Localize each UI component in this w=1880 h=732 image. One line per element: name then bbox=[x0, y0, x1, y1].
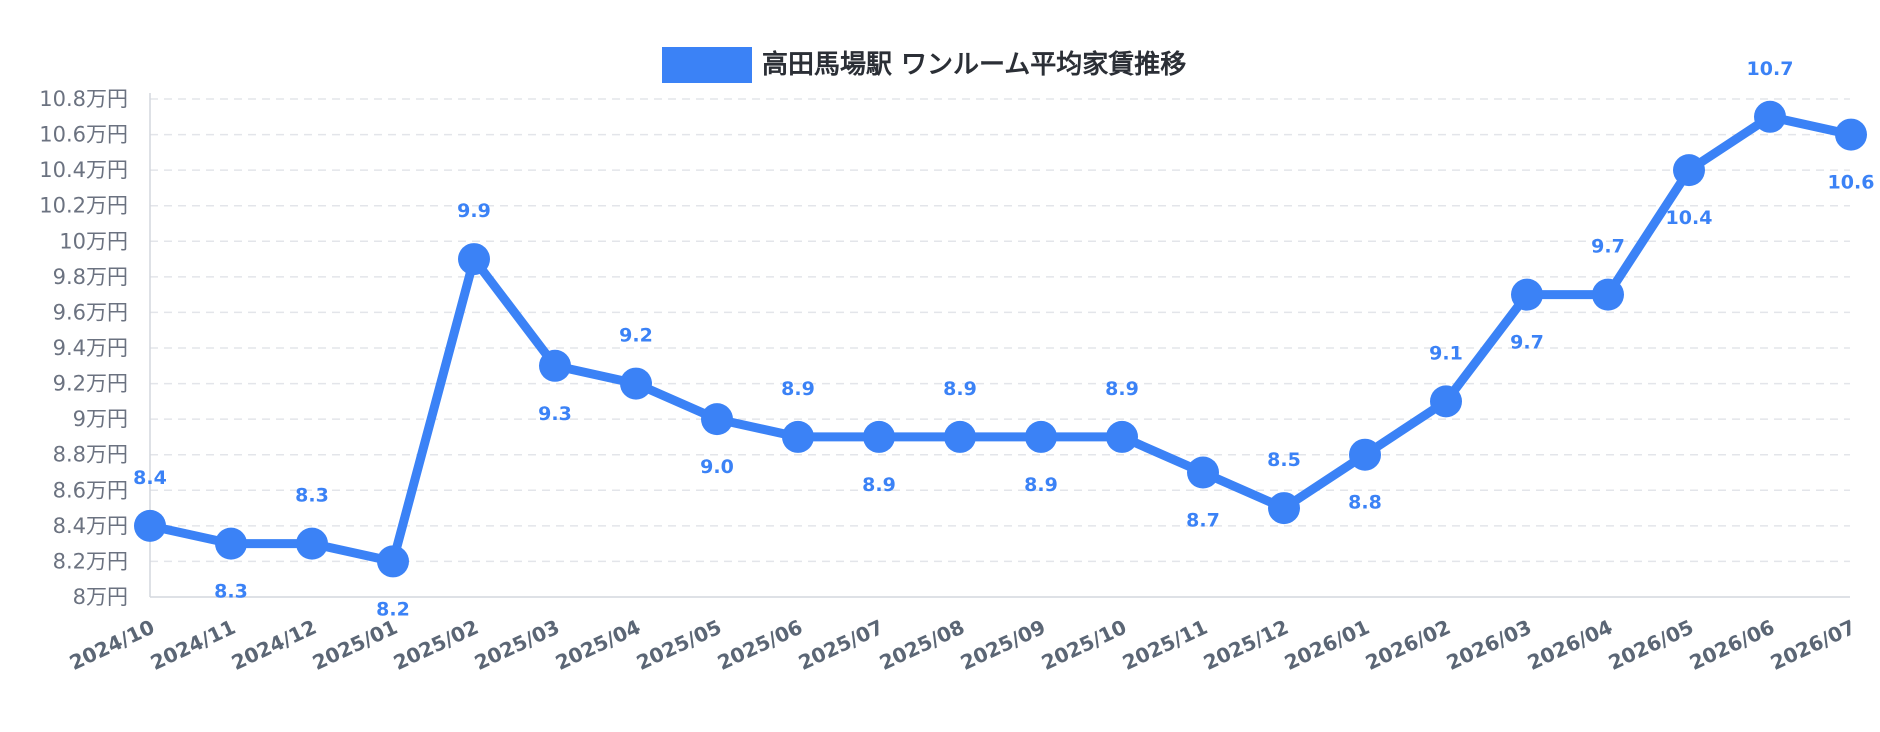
x-tick-label: 2025/01 bbox=[309, 615, 401, 675]
data-point[interactable] bbox=[377, 545, 409, 578]
data-point[interactable] bbox=[1187, 456, 1219, 489]
x-tick-label: 2025/08 bbox=[876, 615, 968, 675]
series-line-group bbox=[145, 112, 1856, 566]
legend[interactable]: 高田馬場駅 ワンルーム平均家賃推移 bbox=[662, 47, 1186, 83]
data-point[interactable] bbox=[620, 367, 652, 400]
data-label: 8.5 bbox=[1267, 449, 1301, 471]
data-point[interactable] bbox=[1025, 420, 1057, 453]
data-labels: 8.4 8.3 8.3 8.2 9.9 9.3 9.2 9.0 8.9 8.9 8.9 8.9 8.9 8… bbox=[133, 58, 1874, 621]
y-tick-label: 9.6万円 bbox=[53, 300, 128, 324]
data-point[interactable] bbox=[1511, 278, 1543, 311]
y-tick-label: 9万円 bbox=[73, 407, 128, 431]
data-label: 10.6 bbox=[1828, 172, 1875, 194]
x-tick-label: 2025/02 bbox=[390, 615, 482, 675]
y-tick-label: 10.8万円 bbox=[39, 87, 128, 111]
data-point[interactable] bbox=[1268, 492, 1300, 525]
y-tick-label: 10.6万円 bbox=[39, 123, 128, 147]
data-label: 9.7 bbox=[1510, 332, 1544, 354]
y-tick-label: 8.6万円 bbox=[53, 478, 128, 502]
data-label: 8.9 bbox=[1105, 378, 1139, 400]
data-point[interactable] bbox=[1754, 100, 1786, 133]
x-tick-label: 2026/03 bbox=[1443, 615, 1535, 675]
data-label: 8.8 bbox=[1348, 492, 1382, 514]
data-label: 9.7 bbox=[1591, 236, 1625, 258]
legend-label: 高田馬場駅 ワンルーム平均家賃推移 bbox=[762, 49, 1186, 80]
y-tick-label: 8.8万円 bbox=[53, 443, 128, 467]
x-tick-label: 2026/04 bbox=[1524, 615, 1616, 675]
data-point[interactable] bbox=[1106, 420, 1138, 453]
y-tick-label: 8.2万円 bbox=[53, 549, 128, 573]
data-label: 8.3 bbox=[214, 581, 248, 603]
data-label: 8.9 bbox=[943, 378, 977, 400]
x-tick-label: 2024/10 bbox=[66, 615, 158, 675]
y-tick-label: 10.4万円 bbox=[39, 158, 128, 182]
x-tick-label: 2026/02 bbox=[1362, 615, 1454, 675]
y-axis-ticks: 8万円 8.2万円 8.4万円 8.6万円 8.8万円 9万円 9.2万円 9.4万円 9.6万… bbox=[39, 87, 128, 609]
data-point[interactable] bbox=[458, 243, 490, 276]
x-tick-label: 2025/04 bbox=[552, 615, 644, 675]
data-label: 9.1 bbox=[1429, 342, 1463, 364]
data-point[interactable] bbox=[134, 509, 166, 542]
data-label: 8.7 bbox=[1186, 510, 1220, 532]
y-tick-label: 8.4万円 bbox=[53, 514, 128, 538]
x-tick-label: 2026/05 bbox=[1605, 615, 1697, 675]
x-tick-label: 2026/06 bbox=[1686, 615, 1778, 675]
x-tick-label: 2025/09 bbox=[957, 615, 1049, 675]
y-tick-label: 8万円 bbox=[73, 585, 128, 609]
x-tick-label: 2025/07 bbox=[795, 615, 887, 675]
y-tick-label: 9.8万円 bbox=[53, 265, 128, 289]
x-tick-label: 2025/11 bbox=[1119, 615, 1211, 675]
data-point[interactable] bbox=[296, 527, 328, 560]
x-tick-label: 2025/12 bbox=[1200, 615, 1292, 675]
data-point[interactable] bbox=[1430, 385, 1462, 418]
series-line bbox=[145, 112, 1856, 566]
data-point[interactable] bbox=[1349, 438, 1381, 471]
y-tick-label: 9.4万円 bbox=[53, 336, 128, 360]
legend-swatch bbox=[662, 47, 752, 83]
data-point[interactable] bbox=[1673, 154, 1705, 187]
data-label: 10.4 bbox=[1666, 207, 1713, 229]
y-tick-label: 10万円 bbox=[59, 229, 128, 253]
data-label: 8.2 bbox=[376, 598, 410, 620]
data-label: 9.3 bbox=[538, 403, 572, 425]
data-point[interactable] bbox=[1592, 278, 1624, 311]
data-label: 10.7 bbox=[1747, 58, 1794, 80]
x-tick-label: 2026/07 bbox=[1767, 615, 1859, 675]
data-label: 8.3 bbox=[295, 485, 329, 507]
data-point[interactable] bbox=[863, 420, 895, 453]
x-tick-label: 2025/05 bbox=[633, 615, 725, 675]
data-point[interactable] bbox=[1835, 118, 1867, 151]
data-points bbox=[134, 100, 1867, 578]
x-tick-label: 2024/12 bbox=[228, 615, 320, 675]
data-label: 9.9 bbox=[457, 200, 491, 222]
data-label: 8.4 bbox=[133, 467, 167, 489]
data-label: 8.9 bbox=[781, 378, 815, 400]
y-tick-label: 9.2万円 bbox=[53, 372, 128, 396]
data-point[interactable] bbox=[215, 527, 247, 560]
data-point[interactable] bbox=[539, 349, 571, 382]
x-tick-label: 2025/06 bbox=[714, 615, 806, 675]
data-label: 9.2 bbox=[619, 325, 653, 347]
x-tick-label: 2025/03 bbox=[471, 615, 563, 675]
data-label: 9.0 bbox=[700, 456, 734, 478]
data-point[interactable] bbox=[944, 420, 976, 453]
x-tick-label: 2024/11 bbox=[147, 615, 239, 675]
x-tick-label: 2025/10 bbox=[1038, 615, 1130, 675]
data-label: 8.9 bbox=[1024, 474, 1058, 496]
x-tick-label: 2026/01 bbox=[1281, 615, 1373, 675]
data-point[interactable] bbox=[701, 403, 733, 436]
x-axis-ticks: 2024/102024/112024/122025/012025/022025/… bbox=[66, 615, 1859, 675]
data-label: 8.9 bbox=[862, 474, 896, 496]
y-tick-label: 10.2万円 bbox=[39, 194, 128, 218]
data-point[interactable] bbox=[782, 420, 814, 453]
